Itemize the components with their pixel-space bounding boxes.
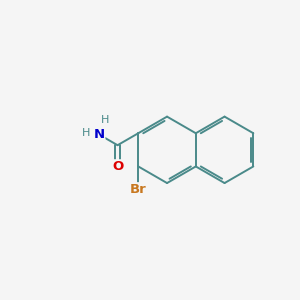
Text: Br: Br [130, 183, 147, 196]
Text: N: N [93, 128, 104, 141]
Text: H: H [82, 128, 90, 138]
Text: H: H [101, 116, 109, 125]
Text: O: O [112, 160, 123, 173]
